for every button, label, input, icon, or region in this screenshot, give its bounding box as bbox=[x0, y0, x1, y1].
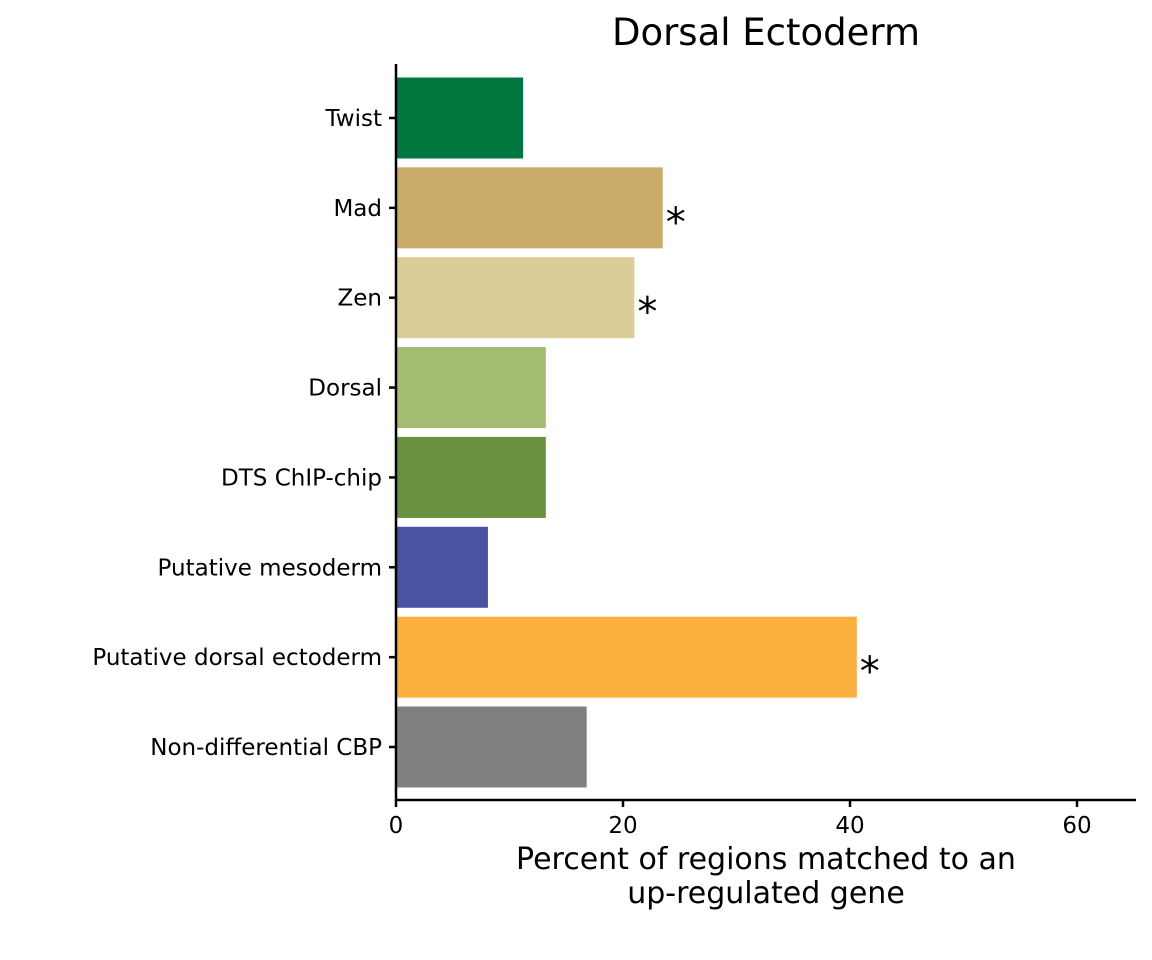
significance-marker-mad: * bbox=[666, 200, 686, 246]
bar-twist bbox=[397, 77, 524, 159]
x-tick-label-40: 40 bbox=[835, 813, 864, 839]
chart-title: Dorsal Ectoderm bbox=[612, 11, 920, 54]
bar-non-differential-cbp bbox=[397, 706, 587, 788]
x-axis-label-line-2: up-regulated gene bbox=[627, 876, 905, 911]
y-tick-label-twist: Twist bbox=[325, 106, 382, 132]
bars-group: *** bbox=[397, 77, 880, 788]
bar-mad bbox=[397, 167, 663, 249]
bar-putative-mesoderm bbox=[397, 526, 488, 608]
bar-putative-dorsal-ectoderm bbox=[397, 616, 857, 698]
y-tick-label-dts-chip-chip: DTS ChIP-chip bbox=[221, 465, 382, 491]
y-tick-label-dorsal: Dorsal bbox=[308, 376, 382, 402]
x-tick-label-20: 20 bbox=[608, 813, 637, 839]
bar-dts-chip-chip bbox=[397, 436, 546, 518]
x-axis-label-line-1: Percent of regions matched to an bbox=[516, 842, 1016, 877]
x-tick-label-60: 60 bbox=[1062, 813, 1091, 839]
bar-dorsal bbox=[397, 347, 546, 429]
significance-marker-zen: * bbox=[637, 290, 657, 336]
bar-zen bbox=[397, 257, 635, 339]
y-axis-labels: Twist Mad Zen Dorsal DTS ChIP-chip Putative m… bbox=[92, 106, 396, 761]
significance-marker-putative-dorsal-ectoderm: * bbox=[860, 649, 880, 695]
y-tick-label-zen: Zen bbox=[338, 286, 382, 312]
x-tick-label-0: 0 bbox=[389, 813, 404, 839]
y-tick-label-non-differential-cbp: Non-differential CBP bbox=[150, 735, 382, 761]
y-tick-label-putative-dorsal-ectoderm: Putative dorsal ectoderm bbox=[92, 645, 382, 671]
y-tick-label-mad: Mad bbox=[333, 196, 382, 222]
y-tick-label-putative-mesoderm: Putative mesoderm bbox=[158, 555, 382, 581]
x-axis: 0 20 40 60 bbox=[389, 800, 1092, 839]
